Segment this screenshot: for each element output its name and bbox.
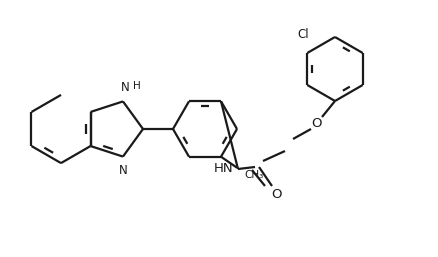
Text: Cl: Cl <box>297 28 308 41</box>
Text: O: O <box>271 188 282 200</box>
Text: HN: HN <box>214 162 233 176</box>
Text: CH₃: CH₃ <box>244 170 263 180</box>
Text: H: H <box>133 81 141 91</box>
Text: O: O <box>311 116 321 130</box>
Text: N: N <box>120 81 129 94</box>
Text: N: N <box>118 164 127 177</box>
